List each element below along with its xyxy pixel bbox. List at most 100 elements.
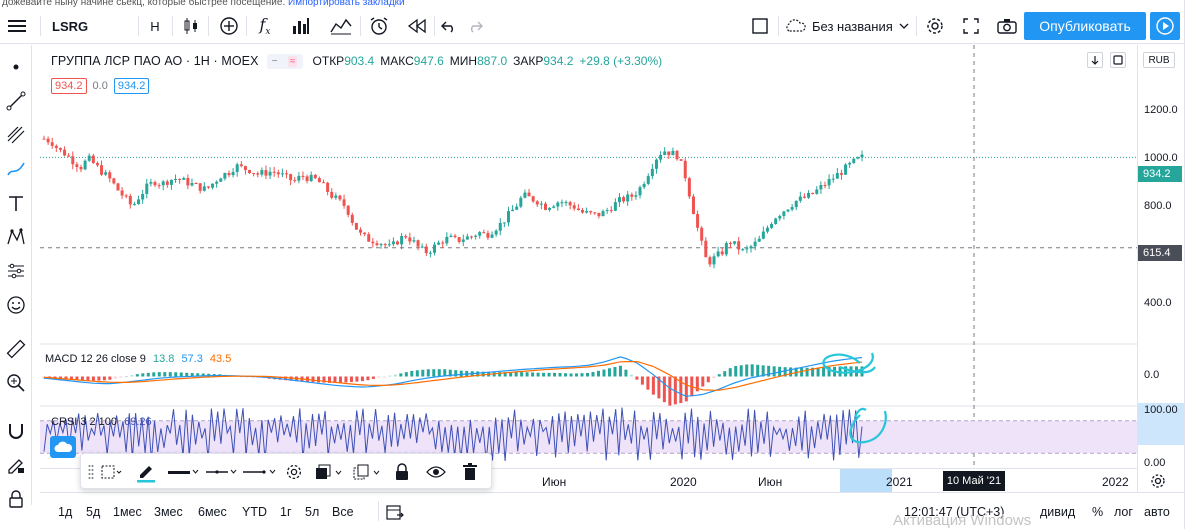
brush-tool[interactable] bbox=[0, 155, 32, 183]
bid-box[interactable]: 934.2 bbox=[51, 78, 87, 94]
range-1y[interactable]: 1г bbox=[280, 505, 292, 519]
macd-histogram-bar bbox=[679, 376, 683, 404]
measure-tool[interactable] bbox=[0, 335, 32, 363]
replay-button[interactable] bbox=[402, 8, 432, 44]
candle-body bbox=[157, 185, 161, 187]
line-style-button[interactable] bbox=[203, 454, 239, 490]
prediction-tool[interactable] bbox=[0, 257, 32, 285]
percent-toggle[interactable]: % bbox=[1092, 505, 1104, 519]
macd-histogram-bar bbox=[152, 372, 156, 377]
pattern-tool[interactable] bbox=[0, 223, 32, 251]
range-3m[interactable]: 3мес bbox=[154, 505, 183, 519]
candle-body bbox=[535, 201, 539, 205]
macd-histogram-bar bbox=[91, 376, 95, 381]
lock-tool[interactable] bbox=[0, 485, 32, 513]
candle-body bbox=[782, 211, 786, 216]
delete-drawing-button[interactable] bbox=[455, 454, 485, 490]
indicators-button[interactable]: fx bbox=[250, 8, 280, 44]
range-1d[interactable]: 1д bbox=[58, 505, 73, 519]
goto-date-button[interactable] bbox=[386, 503, 404, 524]
range-5y[interactable]: 5л bbox=[305, 505, 320, 519]
redo-button[interactable] bbox=[462, 8, 488, 44]
macd-histogram-bar bbox=[767, 365, 771, 377]
candle-body bbox=[264, 170, 268, 176]
drag-handle[interactable] bbox=[85, 454, 97, 490]
play-button[interactable] bbox=[1150, 12, 1180, 40]
alert-button[interactable] bbox=[364, 8, 394, 44]
price-scale[interactable]: 1200.0 1000.0 800.0 400.0 934.2 615.4 0.… bbox=[1137, 45, 1184, 492]
square-layout-icon bbox=[752, 18, 768, 34]
templates-icon bbox=[330, 18, 352, 35]
symbol-search-button[interactable]: LSRG bbox=[52, 18, 89, 34]
maximize-pane-button[interactable] bbox=[1110, 52, 1126, 68]
range-all[interactable]: Все bbox=[332, 505, 354, 519]
chart-canvas[interactable] bbox=[40, 45, 1137, 492]
gann-fib-tool[interactable] bbox=[0, 121, 32, 149]
candle-body bbox=[248, 170, 252, 174]
clock-time[interactable]: 12:01:47 (UTC+3) bbox=[904, 505, 1005, 519]
axis-settings-button[interactable] bbox=[1148, 472, 1168, 490]
undo-button[interactable] bbox=[436, 8, 462, 44]
scroll-down-button[interactable] bbox=[1087, 52, 1103, 68]
settings-button[interactable] bbox=[920, 8, 950, 44]
candle-body bbox=[860, 154, 864, 158]
eye-icon bbox=[426, 466, 446, 478]
candle-body bbox=[297, 175, 301, 181]
fullscreen-button[interactable] bbox=[956, 8, 986, 44]
line-ends-button[interactable] bbox=[241, 454, 277, 490]
visibility-intervals-button[interactable] bbox=[311, 454, 347, 490]
hide-drawing-button[interactable] bbox=[421, 454, 451, 490]
text-tool[interactable] bbox=[0, 189, 32, 217]
financials-button[interactable] bbox=[286, 8, 316, 44]
candle-body bbox=[720, 251, 724, 255]
macd-histogram-bar bbox=[476, 371, 480, 377]
candle-body bbox=[494, 230, 498, 235]
range-6m[interactable]: 6мес bbox=[198, 505, 227, 519]
drawing-settings-button[interactable] bbox=[279, 454, 309, 490]
range-1m[interactable]: 1мес bbox=[113, 505, 142, 519]
log-toggle[interactable]: лог bbox=[1114, 505, 1133, 519]
candle-body bbox=[712, 256, 716, 265]
calendar-arrow-icon bbox=[386, 505, 404, 520]
range-5d[interactable]: 5д bbox=[86, 505, 101, 519]
candle-body bbox=[626, 194, 630, 202]
currency-label[interactable]: RUB bbox=[1143, 52, 1175, 68]
auto-toggle[interactable]: авто bbox=[1144, 505, 1170, 519]
menu-button[interactable] bbox=[0, 8, 34, 44]
clone-button[interactable] bbox=[349, 454, 385, 490]
trendline-tool[interactable] bbox=[0, 87, 32, 115]
legend-toggle[interactable]: − ≈ bbox=[266, 53, 303, 69]
layout-button[interactable] bbox=[746, 8, 774, 44]
candle-body bbox=[346, 205, 350, 215]
candle-body bbox=[498, 222, 502, 231]
import-bookmarks-link[interactable]: Импортировать закладки bbox=[288, 0, 405, 8]
line-width-button[interactable] bbox=[165, 454, 201, 490]
templates-button[interactable] bbox=[326, 8, 356, 44]
template-button[interactable] bbox=[97, 454, 127, 490]
zoom-tool[interactable] bbox=[0, 369, 32, 397]
candle-body bbox=[79, 166, 83, 170]
interval-button[interactable]: H bbox=[150, 18, 160, 34]
chart-type-button[interactable] bbox=[176, 8, 206, 44]
cloud-sync-button[interactable] bbox=[50, 436, 76, 458]
icons-tool[interactable] bbox=[0, 291, 32, 319]
candle-body bbox=[243, 166, 247, 171]
compare-button[interactable] bbox=[214, 8, 244, 44]
candle-body bbox=[733, 241, 737, 244]
layout-name-button[interactable]: Без названия bbox=[784, 8, 916, 44]
snapshot-button[interactable] bbox=[992, 8, 1022, 44]
macd-histogram-bar bbox=[146, 372, 150, 377]
publish-button[interactable]: Опубликовать bbox=[1024, 12, 1146, 40]
chart-pane[interactable] bbox=[40, 45, 1137, 492]
ask-box[interactable]: 934.2 bbox=[113, 78, 150, 94]
dot-cursor-tool[interactable] bbox=[0, 53, 32, 81]
macd-histogram-bar bbox=[377, 376, 381, 378]
magnet-tool[interactable] bbox=[0, 417, 32, 445]
lock-drawings-tool[interactable] bbox=[0, 451, 32, 479]
range-ytd[interactable]: YTD bbox=[242, 505, 267, 519]
lock-drawing-button[interactable] bbox=[387, 454, 417, 490]
line-color-button[interactable] bbox=[131, 454, 161, 490]
series-legend: ГРУППА ЛСР ПАО АО · 1Н · MOEX − ≈ ОТКР 903… bbox=[51, 52, 662, 70]
adjust-dividends-button[interactable]: дивид bbox=[1040, 505, 1076, 519]
candle-body bbox=[95, 163, 99, 166]
